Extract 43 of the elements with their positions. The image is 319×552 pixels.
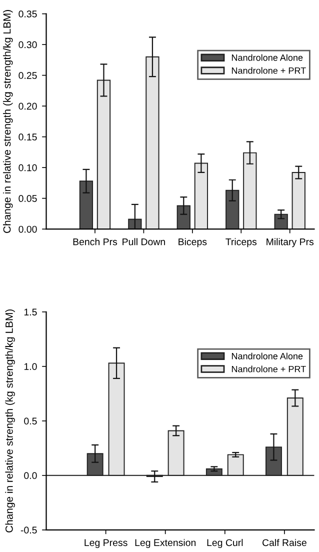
bar bbox=[86, 453, 104, 476]
bar bbox=[168, 430, 184, 476]
y-tick-label: 0.10 bbox=[18, 164, 37, 172]
legend-label: Nandrolone + PRT bbox=[232, 366, 306, 372]
y-tick-label: 0.00 bbox=[18, 226, 37, 233]
x-tick-label: Biceps bbox=[178, 238, 207, 248]
x-tick-label: Triceps bbox=[226, 238, 257, 248]
y-tick-label: 1.5 bbox=[24, 308, 37, 316]
y-tick-label: 0.0 bbox=[24, 472, 37, 480]
y-tick-label: 0.5 bbox=[24, 418, 37, 425]
y-tick-label: 0.05 bbox=[18, 195, 37, 202]
y-tick-label: -0.5 bbox=[20, 526, 37, 534]
bar bbox=[194, 162, 208, 230]
bar bbox=[265, 446, 282, 476]
y-tick-label: 0.15 bbox=[18, 134, 37, 140]
bar bbox=[146, 56, 160, 230]
bar bbox=[176, 205, 190, 230]
x-tick-label: Pull Down bbox=[122, 238, 165, 246]
x-tick-label: Leg Curl bbox=[207, 538, 243, 548]
bar bbox=[96, 80, 111, 230]
bar bbox=[292, 172, 306, 230]
legend-label: Nandrolone Alone bbox=[232, 352, 303, 360]
x-tick-label: Leg Press bbox=[84, 539, 128, 548]
y-tick-label: 1.0 bbox=[24, 363, 37, 370]
x-tick-label: Bench Prs bbox=[73, 238, 118, 246]
bar bbox=[108, 362, 125, 476]
bar bbox=[79, 180, 94, 230]
legend-label: Nandrolone Alone bbox=[232, 54, 303, 61]
y-tick-label: 0.35 bbox=[18, 10, 37, 18]
x-tick-label: Leg Extension bbox=[135, 538, 196, 548]
bar bbox=[227, 454, 244, 476]
y-tick-label: 0.30 bbox=[18, 41, 37, 48]
bar bbox=[226, 190, 240, 230]
bar bbox=[286, 398, 304, 476]
legend-label: Nandrolone + PRT bbox=[232, 67, 306, 74]
x-tick-label: Military Prs bbox=[266, 238, 314, 248]
bar bbox=[274, 214, 288, 230]
y-tick-label: 0.25 bbox=[18, 72, 37, 79]
x-tick-label: Calf Raise bbox=[262, 538, 306, 546]
y-axis-title: Change in relative strength (kg strength/kg LBM) bbox=[3, 10, 13, 233]
bar bbox=[243, 152, 257, 230]
y-axis-title: Change in relative strength (kg strength/kg LBM) bbox=[5, 310, 15, 532]
y-tick-label: 0.20 bbox=[18, 102, 37, 110]
